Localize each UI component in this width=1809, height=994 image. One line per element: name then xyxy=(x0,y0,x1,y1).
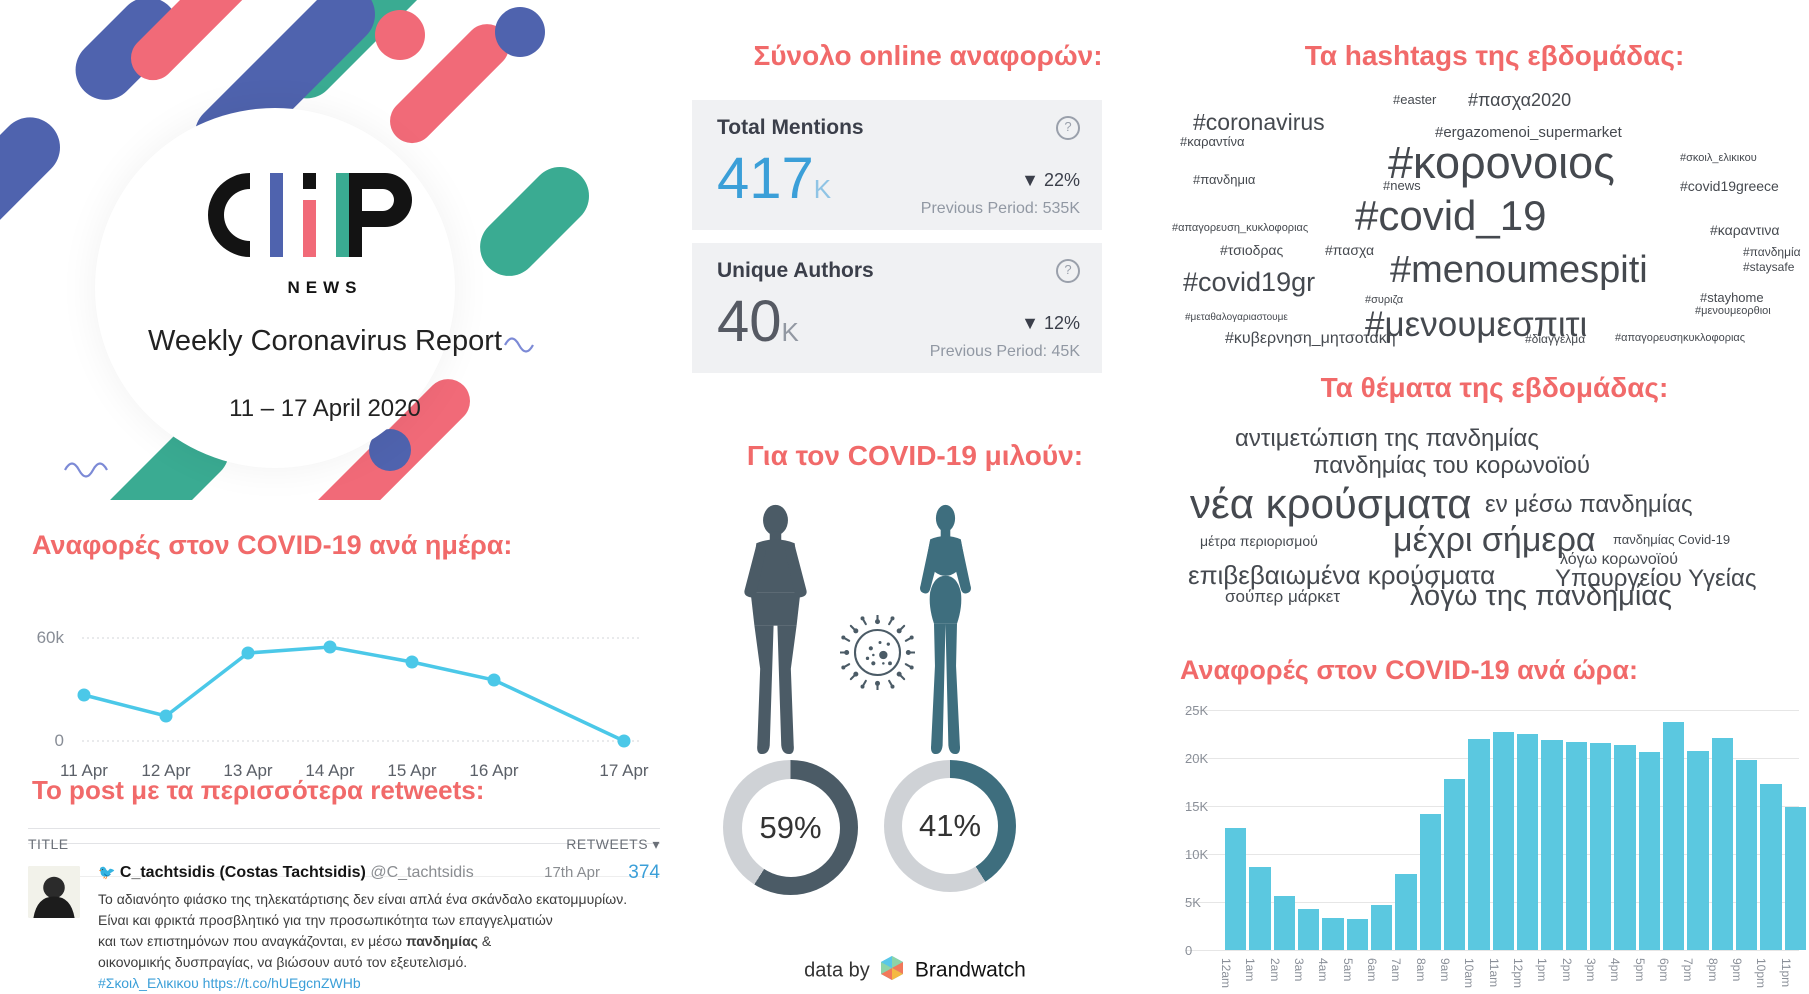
svg-text:0: 0 xyxy=(55,731,64,750)
svg-text:60k: 60k xyxy=(37,628,65,647)
svg-text:17 Apr: 17 Apr xyxy=(599,761,648,780)
